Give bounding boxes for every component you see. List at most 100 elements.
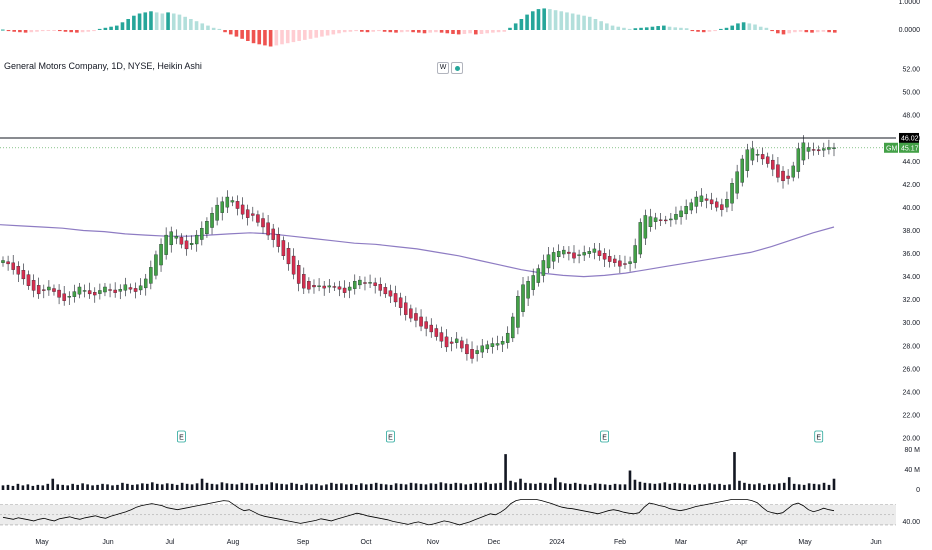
candle-body [500, 341, 505, 345]
oscillator-bar [348, 30, 353, 32]
volume-bar [658, 483, 662, 490]
candle-body [210, 213, 214, 228]
volume-bar [827, 484, 831, 490]
volume-bar [21, 485, 25, 490]
oscillator-bar [707, 30, 712, 32]
candle-body [296, 265, 301, 284]
candle-body [572, 252, 576, 259]
volume-bar [190, 484, 194, 490]
candle-body [225, 196, 230, 208]
oscillator-bar [171, 13, 176, 30]
volume-bar [345, 484, 348, 490]
earnings-icon[interactable] [814, 430, 824, 443]
candle-body [179, 237, 184, 245]
volume-bar [285, 484, 288, 490]
candle-body [541, 260, 546, 276]
chart-pills: W [437, 62, 463, 74]
candle-body [169, 231, 173, 246]
price-tick-label: 30.00 [902, 320, 920, 327]
candle-body [256, 214, 260, 223]
oscillator-bar [120, 22, 125, 30]
candle-body [699, 195, 704, 202]
volume-bar [300, 484, 303, 490]
candle-body [332, 286, 337, 288]
oscillator-bar [291, 30, 296, 43]
volume-bar [245, 483, 249, 490]
candle-body [618, 260, 622, 267]
interval-pill[interactable]: W [437, 62, 449, 74]
earnings-icon[interactable] [177, 430, 186, 443]
volume-bar [210, 483, 214, 490]
volume-bar [340, 483, 343, 490]
candle-body [567, 251, 571, 254]
oscillator-bar [650, 26, 655, 30]
x-tick-label: Apr [737, 539, 749, 546]
volume-bar [792, 483, 796, 490]
oscillator-bar [314, 30, 319, 38]
x-tick-label: Dec [488, 539, 501, 546]
oscillator-bar [325, 30, 330, 36]
oscillator-bar [132, 15, 136, 30]
price-tick-label: 22.00 [902, 413, 920, 420]
volume-bar [26, 484, 30, 490]
candle-body [551, 252, 556, 262]
oscillator-bar [758, 26, 763, 30]
oscillator-bar [810, 30, 814, 33]
candle-body [597, 250, 602, 256]
oscillator-bar [542, 8, 546, 31]
oscillator-bar [770, 30, 774, 32]
candle-body [470, 349, 474, 359]
volume-bar [290, 482, 293, 490]
volume-bar [782, 482, 786, 490]
candle-body [302, 274, 306, 289]
candle-body [108, 289, 112, 291]
status-dot-pill[interactable] [451, 62, 463, 74]
candle-body [801, 142, 806, 161]
volume-bar [305, 483, 308, 490]
volume-bar [414, 483, 418, 490]
volume-bar [419, 483, 423, 490]
candle-body [434, 328, 439, 337]
oscillator-bar [23, 30, 28, 33]
candle-body [154, 254, 158, 276]
candle-body [383, 287, 388, 295]
volume-bar [459, 483, 463, 490]
volume-bar [623, 484, 627, 490]
oscillator-bar [75, 30, 79, 33]
price-tick-label: 34.00 [902, 274, 920, 281]
earnings-icon[interactable] [600, 430, 609, 443]
oscillator-bar [234, 30, 239, 37]
oscillator-bar [211, 27, 216, 30]
oscillator-bar [257, 30, 262, 45]
x-tick-label: Oct [361, 539, 372, 546]
oscillator-bar [639, 27, 643, 30]
candle-body [36, 285, 41, 295]
volume-bar [404, 484, 408, 490]
candle-body [143, 278, 148, 289]
oscillator-bar [86, 30, 91, 32]
candle-body [730, 183, 734, 204]
oscillator-bar [479, 30, 484, 34]
volume-bar [499, 482, 502, 490]
volume-bar [170, 483, 174, 490]
volume-bar [653, 483, 657, 490]
candle-body [643, 215, 648, 239]
x-tick-label: May [35, 539, 49, 546]
oscillator-bar [815, 30, 820, 33]
candle-body [342, 287, 347, 293]
volume-bar [748, 483, 751, 490]
oscillator-bar [787, 30, 792, 34]
volume-bar [544, 483, 547, 490]
earnings-icon[interactable] [386, 430, 395, 443]
oscillator-bar [143, 12, 148, 30]
price-tick-label: 26.00 [902, 366, 920, 373]
earnings-marker: E [386, 430, 395, 443]
volume-bar [116, 484, 119, 490]
earnings-marker: E [600, 430, 609, 443]
volume-bar [763, 484, 766, 490]
candle-body [52, 288, 56, 292]
candle-body [291, 255, 296, 275]
candle-body [720, 204, 724, 210]
high-price-tag-label: 46.02 [901, 135, 919, 142]
volume-bar [633, 479, 637, 490]
